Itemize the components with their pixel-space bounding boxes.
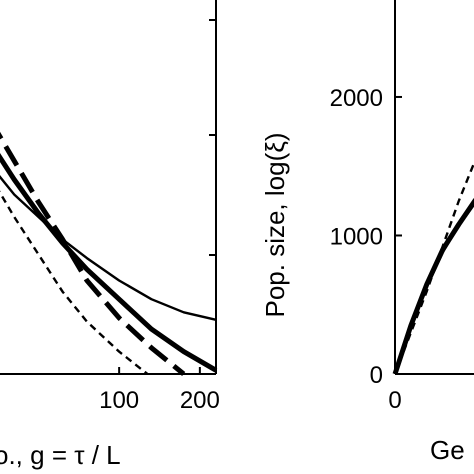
- right-chart: 0 1000 2000 0 Pop. size, log(ξ) Ge: [260, 0, 474, 465]
- left-series-line-2: [0, 152, 218, 373]
- right-x-ticks: 0: [388, 367, 402, 414]
- right-series-group: [392, 160, 474, 375]
- right-series-line-3: [393, 202, 474, 375]
- right-x-axis-label: Ge: [430, 435, 465, 465]
- left-x-axis-label: o., g = τ / L: [0, 440, 121, 470]
- right-y-axis-label: Pop. size, log(ξ): [260, 132, 290, 317]
- right-y-tick-label-3: 2000: [330, 85, 383, 112]
- left-series-line-1: [0, 175, 217, 321]
- left-y-ticks: [209, 19, 216, 256]
- left-series-line-4: [0, 190, 149, 375]
- right-y-tick-label-1: 0: [370, 362, 383, 389]
- left-series-line-3: [0, 131, 186, 376]
- right-y-tick-label-2: 1000: [330, 223, 383, 250]
- left-chart: 100 200 o., g = τ / L: [0, 0, 220, 470]
- left-series-group: [0, 131, 218, 376]
- left-x-ticks: 100 200: [99, 367, 220, 414]
- right-series-line-2: [392, 197, 474, 375]
- right-x-tick-label-1: 0: [388, 387, 401, 414]
- right-y-ticks: 0 1000 2000: [330, 85, 402, 389]
- left-x-tick-label-2: 200: [180, 387, 220, 414]
- left-x-tick-label-1: 100: [99, 387, 139, 414]
